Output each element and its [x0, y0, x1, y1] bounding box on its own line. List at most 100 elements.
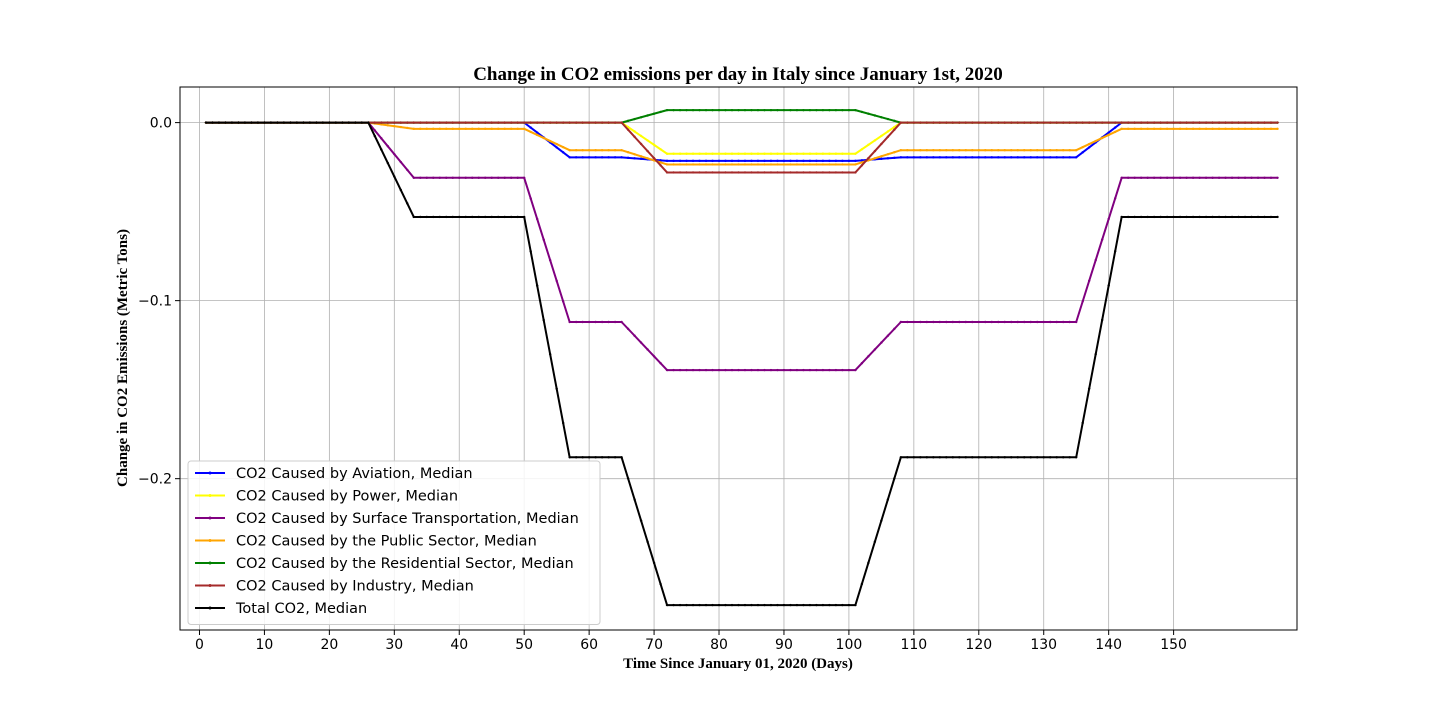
data-point [847, 163, 851, 166]
data-point [672, 603, 675, 607]
data-point [951, 456, 955, 459]
data-point [691, 163, 695, 166]
data-point [568, 121, 571, 124]
data-point [354, 121, 357, 124]
data-point [1107, 133, 1110, 137]
data-point [1075, 156, 1078, 159]
data-point [568, 156, 571, 159]
data-point [776, 603, 779, 607]
data-point [1198, 127, 1201, 131]
data-point [1062, 121, 1065, 124]
data-point [737, 163, 740, 166]
data-point [393, 121, 396, 124]
data-point [477, 215, 480, 219]
data-point [1081, 421, 1084, 425]
data-point [1185, 127, 1188, 131]
legend-marker [208, 561, 212, 565]
data-point [386, 161, 390, 165]
data-point [464, 121, 467, 124]
data-point [782, 368, 786, 372]
x-tick-label: 80 [710, 637, 728, 653]
data-point [685, 368, 688, 372]
data-point [886, 157, 890, 160]
data-point [1165, 176, 1169, 179]
data-point [951, 149, 955, 152]
data-point [808, 368, 812, 372]
data-point [815, 171, 818, 174]
data-point [958, 149, 961, 152]
data-point [860, 161, 864, 164]
data-point [542, 136, 545, 140]
data-point [529, 130, 532, 134]
data-point [756, 152, 760, 155]
data-point [1230, 215, 1234, 219]
data-point [1126, 127, 1130, 131]
data-point [1094, 139, 1097, 143]
data-point [698, 163, 701, 166]
data-point [347, 121, 351, 124]
data-point [938, 320, 942, 324]
data-point [750, 152, 753, 155]
data-point [867, 561, 870, 565]
data-point [646, 540, 649, 543]
data-point [367, 121, 370, 124]
legend-marker [208, 471, 212, 475]
data-point [756, 368, 760, 372]
data-point [633, 135, 636, 139]
x-tick-label: 150 [1160, 637, 1187, 653]
data-point [548, 139, 552, 143]
data-point [789, 603, 792, 607]
data-point [724, 108, 727, 112]
data-point [763, 152, 766, 155]
data-point [685, 163, 688, 166]
data-point [522, 121, 526, 124]
data-point [1263, 127, 1266, 131]
data-point [399, 121, 402, 124]
data-point [1029, 320, 1032, 324]
data-point [1075, 456, 1078, 459]
data-point [1042, 156, 1045, 159]
data-point [1049, 320, 1052, 324]
series-line [205, 121, 1278, 174]
data-point [1152, 127, 1156, 131]
data-point [1269, 127, 1273, 131]
data-point [535, 133, 539, 137]
data-point [828, 152, 831, 155]
series-layer [204, 108, 1279, 607]
data-point [626, 156, 630, 160]
data-point [951, 320, 955, 324]
x-tick-label: 0 [195, 637, 204, 653]
data-point [1204, 127, 1208, 131]
series-line [205, 121, 1278, 372]
data-point [393, 175, 396, 178]
data-point [445, 121, 448, 124]
x-axis-label: Time Since January 01, 2020 (Days) [623, 656, 853, 672]
data-point [834, 108, 838, 112]
data-point [977, 149, 980, 152]
data-point [1029, 121, 1032, 124]
data-point [451, 127, 454, 131]
data-point [613, 121, 617, 124]
data-point [1146, 215, 1149, 219]
data-point [1185, 176, 1188, 179]
data-point [743, 159, 747, 163]
data-point [769, 171, 773, 174]
data-point [600, 320, 604, 324]
data-point [860, 582, 864, 586]
data-point [1100, 121, 1104, 124]
data-point [522, 215, 526, 219]
data-point [484, 215, 487, 219]
data-point [652, 112, 656, 115]
data-point [302, 121, 305, 124]
data-point [1276, 127, 1279, 131]
data-point [1256, 215, 1260, 219]
x-tick-label: 10 [256, 637, 274, 653]
data-point [776, 152, 779, 155]
data-point [1062, 156, 1065, 159]
data-point [574, 456, 578, 459]
data-point [243, 121, 247, 124]
data-point [1055, 320, 1058, 324]
data-point [1152, 121, 1156, 124]
data-point [977, 320, 980, 324]
data-point [328, 121, 331, 124]
